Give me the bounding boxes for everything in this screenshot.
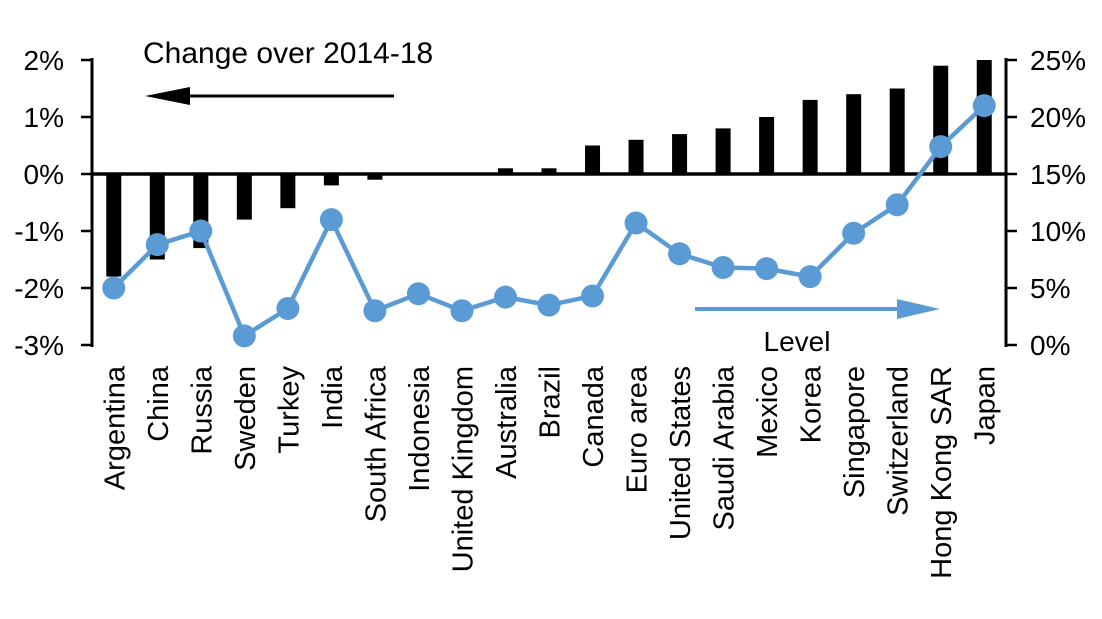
bar-south-africa — [367, 174, 383, 180]
bar-saudi-arabia — [715, 128, 731, 174]
right-tick-label: 25% — [1030, 45, 1086, 76]
category-label-sweden: Sweden — [230, 366, 262, 471]
bar-korea — [802, 99, 818, 174]
bar-brazil — [541, 168, 557, 174]
level-point-russia — [189, 219, 213, 243]
category-label-canada: Canada — [578, 365, 610, 467]
category-label-switzerland: Switzerland — [883, 366, 915, 516]
category-label-russia: Russia — [186, 365, 218, 455]
level-point-united-kingdom — [450, 299, 474, 323]
category-label-japan: Japan — [970, 366, 1002, 445]
right-tick-label: 0% — [1030, 330, 1070, 361]
level-point-india — [319, 208, 343, 232]
bar-switzerland — [889, 88, 905, 174]
level-point-switzerland — [885, 193, 909, 217]
left-tick-label: -2% — [14, 273, 64, 304]
level-point-korea — [798, 265, 822, 289]
left-tick-labels: 2% 1% 0% -1% -2% -3% — [14, 45, 64, 361]
level-point-indonesia — [406, 282, 430, 306]
level-point-south-africa — [363, 299, 387, 323]
level-point-united-states — [668, 242, 692, 266]
right-tick-label: 10% — [1030, 216, 1086, 247]
bar-turkey — [280, 174, 296, 209]
level-point-singapore — [842, 221, 866, 245]
level-point-japan — [972, 94, 996, 118]
category-label-south-africa: South Africa — [360, 365, 392, 522]
category-label-mexico: Mexico — [752, 366, 784, 458]
chart-title: Change over 2014-18 — [143, 37, 433, 70]
category-label-brazil: Brazil — [535, 366, 567, 439]
left-tick-label: -3% — [14, 330, 64, 361]
right-tick-label: 5% — [1030, 273, 1070, 304]
level-point-sweden — [232, 324, 256, 348]
level-point-china — [145, 233, 169, 257]
line-series-arrow — [695, 299, 940, 319]
category-label-united-kingdom: United Kingdom — [447, 366, 479, 572]
category-label-hong-kong-sar: Hong Kong SAR — [926, 366, 958, 579]
left-tick-label: 2% — [24, 45, 64, 76]
category-label-indonesia: Indonesia — [404, 365, 436, 492]
bars-group — [106, 60, 992, 277]
category-label-singapore: Singapore — [839, 366, 871, 498]
bar-mexico — [759, 117, 775, 174]
level-point-euro-area — [624, 211, 648, 235]
bar-argentina — [106, 174, 122, 277]
level-point-saudi-arabia — [711, 255, 735, 279]
level-point-turkey — [276, 297, 300, 321]
category-label-china: China — [143, 365, 175, 442]
left-tick-label: -1% — [14, 216, 64, 247]
category-label-argentina: Argentina — [99, 365, 131, 490]
axes-group — [81, 58, 1017, 347]
level-point-hong-kong-sar — [929, 135, 953, 159]
category-label-euro-area: Euro area — [622, 365, 654, 493]
category-label-india: India — [317, 365, 349, 429]
bar-united-states — [672, 134, 688, 174]
level-point-mexico — [755, 257, 779, 281]
bar-india — [323, 174, 339, 186]
bar-series-arrow — [145, 87, 394, 105]
left-tick-label: 1% — [24, 102, 64, 133]
level-point-australia — [493, 285, 517, 309]
category-label-australia: Australia — [491, 365, 523, 479]
bar-australia — [497, 168, 513, 174]
category-label-united-states: United States — [665, 366, 697, 540]
line-group — [102, 94, 996, 348]
category-label-turkey: Turkey — [273, 366, 305, 454]
bar-sweden — [236, 174, 252, 220]
level-point-brazil — [537, 293, 561, 317]
bar-singapore — [846, 94, 862, 174]
level-point-argentina — [102, 276, 126, 300]
right-tick-labels: 25% 20% 15% 10% 5% 0% — [1030, 45, 1086, 361]
right-tick-label: 15% — [1030, 159, 1086, 190]
left-tick-label: 0% — [24, 159, 64, 190]
right-tick-label: 20% — [1030, 102, 1086, 133]
category-label-korea: Korea — [796, 365, 828, 443]
category-label-saudi-arabia: Saudi Arabia — [709, 365, 741, 530]
bar-euro-area — [628, 139, 644, 174]
bar-canada — [585, 145, 601, 174]
level-point-canada — [581, 284, 605, 308]
category-labels: Argentina China Russia Sweden Turkey India Sou… — [99, 365, 1001, 579]
line-series-label: Level — [764, 326, 831, 357]
